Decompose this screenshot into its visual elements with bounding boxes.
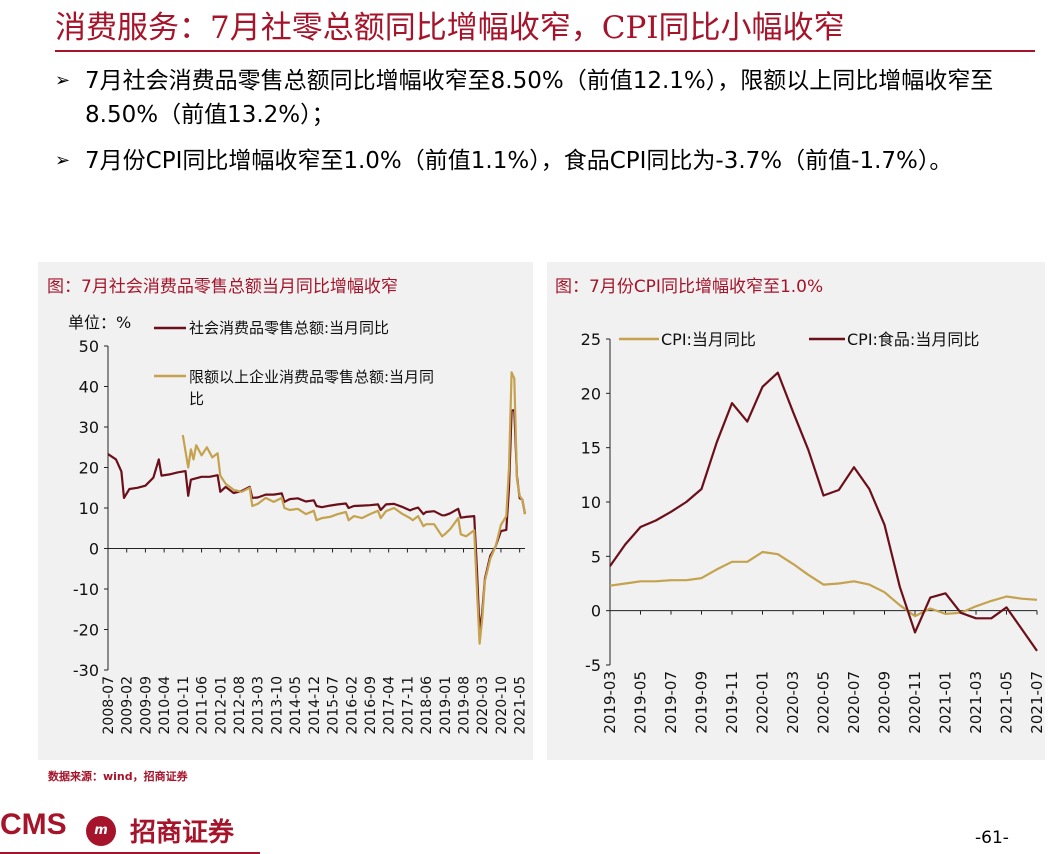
x-tick-label: 2011-06 <box>195 676 211 735</box>
y-tick-label: 15 <box>581 439 601 458</box>
cms-badge-icon: m <box>86 816 116 846</box>
y-tick-label: -5 <box>585 656 601 675</box>
x-tick-label: 2009-09 <box>138 676 154 735</box>
y-tick-label: -20 <box>73 621 99 640</box>
x-tick-label: 2016-09 <box>363 676 379 735</box>
y-tick-label: 20 <box>79 459 99 478</box>
page-number: -61- <box>975 828 1009 848</box>
x-tick-label: 2014-05 <box>288 676 304 735</box>
y-tick-label: 40 <box>79 378 99 397</box>
x-tick-label: 2020-05 <box>815 671 833 734</box>
x-tick-label: 2021-07 <box>1028 671 1045 734</box>
x-tick-label: 2008-07 <box>101 676 117 735</box>
company-name: 招商证券 <box>130 818 235 848</box>
x-tick-label: 2021-01 <box>937 671 955 734</box>
y-tick-label: 50 <box>79 337 99 356</box>
x-tick-label: 2019-09 <box>693 671 711 734</box>
bullet-arrow-icon: ➢ <box>55 70 71 91</box>
x-tick-label: 2019-11 <box>723 671 741 734</box>
x-tick-label: 2021-05 <box>513 676 529 735</box>
x-tick-label: 2010-04 <box>157 676 173 735</box>
x-tick-label: 2020-07 <box>845 671 863 734</box>
y-tick-label: 0 <box>89 540 99 559</box>
x-tick-label: 2012-08 <box>232 676 248 735</box>
y-tick-label: 30 <box>79 418 99 437</box>
x-tick-label: 2018-06 <box>419 676 435 735</box>
y-tick-label: 25 <box>581 330 601 349</box>
x-tick-label: 2013-03 <box>251 676 267 735</box>
y-tick-label: -30 <box>73 661 99 680</box>
x-tick-label: 2019-08 <box>457 676 473 735</box>
x-tick-label: 2020-03 <box>784 671 802 734</box>
retail-chart-title: 图：7月社会消费品零售总额当月同比增幅收窄 <box>47 277 398 297</box>
retail-chart-panel <box>38 262 533 760</box>
data-source: 数据来源：wind，招商证券 <box>48 770 188 783</box>
legend-label-1: CPI:当月同比 <box>661 330 756 349</box>
y-tick-label: 20 <box>581 384 601 403</box>
x-tick-label: 2020-09 <box>876 671 894 734</box>
bullet-text-1: 7月社会消费品零售总额同比增幅收窄至8.50%（前值12.1%），限额以上同比增… <box>85 68 994 128</box>
x-tick-label: 2019-07 <box>662 671 680 734</box>
cpi-chart-panel <box>547 262 1045 760</box>
x-tick-label: 2020-03 <box>475 676 491 735</box>
x-tick-label: 2021-05 <box>998 671 1016 734</box>
x-tick-label: 2015-07 <box>326 676 342 735</box>
y-tick-label: 10 <box>79 499 99 518</box>
x-tick-label: 2014-12 <box>307 676 323 735</box>
series-line-2 <box>609 371 1038 652</box>
x-tick-label: 2009-02 <box>120 676 136 735</box>
x-tick-label: 2017-11 <box>400 676 416 735</box>
legend-label-1: 社会消费品零售总额:当月同比 <box>189 319 389 337</box>
series-line-1 <box>609 550 1038 618</box>
cpi-chart-title: 图：7月份CPI同比增幅收窄至1.0% <box>555 277 824 297</box>
x-tick-label: 2019-03 <box>601 671 619 734</box>
x-tick-label: 2019-05 <box>632 671 650 734</box>
x-tick-label: 2021-03 <box>967 671 985 734</box>
x-tick-label: 2020-11 <box>906 671 924 734</box>
bullet-text-2: 7月份CPI同比增幅收窄至1.0%（前值1.1%），食品CPI同比为-3.7%（… <box>85 148 953 174</box>
y-tick-label: 10 <box>581 493 601 512</box>
y-tick-label: -10 <box>73 580 99 599</box>
x-tick-label: 2020-10 <box>494 676 510 735</box>
x-tick-label: 2016-02 <box>344 676 360 735</box>
y-tick-label: 0 <box>591 602 601 621</box>
x-tick-label: 2020-01 <box>754 671 772 734</box>
title-divider <box>55 50 1035 52</box>
x-tick-label: 2013-10 <box>269 676 285 735</box>
legend-label-2: 限额以上企业消费品零售总额:当月同比 <box>189 368 434 408</box>
legend-label-2: CPI:食品:当月同比 <box>847 330 979 349</box>
x-tick-label: 2017-04 <box>382 676 398 735</box>
bullet-item-1: ➢ 7月社会消费品零售总额同比增幅收窄至8.50%（前值12.1%），限额以上同… <box>55 64 1035 132</box>
series-line-2 <box>181 371 527 645</box>
footer-divider <box>0 852 260 854</box>
x-tick-label: 2019-01 <box>438 676 454 735</box>
bullet-item-2: ➢ 7月份CPI同比增幅收窄至1.0%（前值1.1%），食品CPI同比为-3.7… <box>55 144 1035 178</box>
cms-logo: CMS <box>0 808 67 841</box>
unit-label: 单位：% <box>68 313 131 332</box>
x-tick-label: 2012-01 <box>213 676 229 735</box>
bullet-arrow-icon: ➢ <box>55 150 71 171</box>
page-title: 消费服务：7月社零总额同比增幅收窄，CPI同比小幅收窄 <box>55 10 845 46</box>
x-tick-label: 2010-11 <box>176 676 192 735</box>
y-tick-label: 5 <box>591 547 601 566</box>
